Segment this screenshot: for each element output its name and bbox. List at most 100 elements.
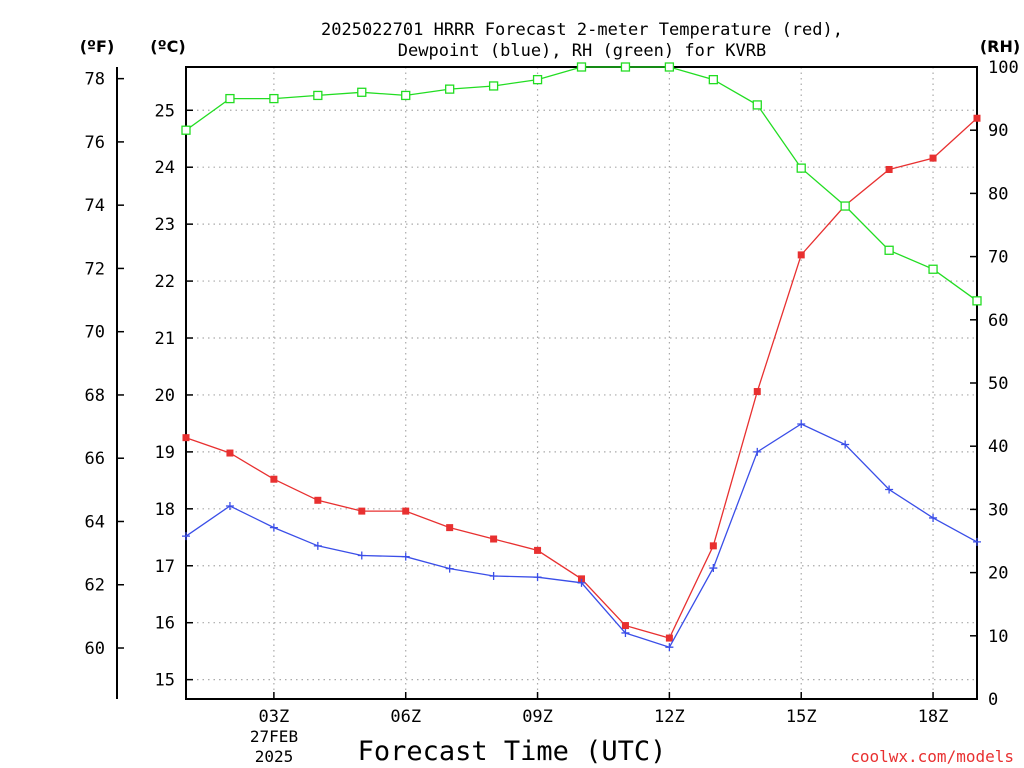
celsius-tick-label: 20 (155, 386, 175, 406)
chart-title-line1: 2025022701 HRRR Forecast 2-meter Tempera… (321, 20, 843, 40)
dewpoint-point (401, 552, 410, 561)
dewpoint-point (577, 578, 586, 587)
celsius-axis: 15 16 17 18 19 20 21 22 23 24 25 (155, 101, 193, 691)
rh-point (708, 74, 718, 85)
rh-point (972, 296, 982, 306)
rh-point (357, 87, 367, 97)
celsius-tick-label: 16 (155, 614, 175, 634)
temperature-point (358, 507, 366, 515)
date-label: 27FEB (250, 727, 298, 746)
dewpoint-point (709, 564, 718, 573)
rh-point (620, 62, 631, 72)
dewpoint-point (182, 532, 190, 541)
rh-tick-label: 30 (988, 500, 1008, 520)
rh-tick-label: 40 (988, 437, 1008, 457)
rh-point (796, 163, 806, 173)
dewpoint-point (313, 541, 322, 550)
dewpoint-line (185, 423, 978, 648)
time-tick-label: 06Z (390, 707, 421, 727)
rh-point (225, 93, 235, 104)
rh-point (532, 74, 543, 85)
fahrenheit-unit-label: (ºF) (80, 37, 115, 56)
rh-point (445, 84, 455, 94)
rh-tick-label: 70 (988, 248, 1008, 268)
temperature-point (226, 449, 234, 457)
rh-point (488, 81, 499, 91)
chart-title-line2: Dewpoint (blue), RH (green) for KVRB (398, 41, 766, 61)
series-layer (181, 62, 982, 652)
dewpoint-point (929, 513, 938, 522)
dewpoint-point (841, 440, 850, 449)
dewpoint-point (533, 573, 542, 582)
dewpoint-point (357, 551, 366, 560)
time-tick-label: 15Z (786, 707, 817, 727)
celsius-tick-label: 21 (155, 329, 175, 349)
temperature-point (534, 546, 542, 554)
dewpoint-point (885, 485, 894, 494)
rh-point (884, 245, 894, 255)
rh-line (185, 66, 978, 302)
temperature-line (185, 117, 978, 639)
rh-point (181, 125, 191, 135)
dewpoint-point (225, 501, 234, 510)
temperature-point (753, 388, 761, 396)
rh-tick-label: 60 (988, 311, 1008, 331)
dewpoint-point (753, 447, 762, 456)
temperature-point (885, 165, 893, 173)
rh-point (928, 264, 938, 274)
celsius-tick-label: 17 (155, 557, 175, 577)
dewpoint-point (269, 523, 278, 532)
fahrenheit-tick-label: 72 (85, 259, 105, 279)
dewpoint-point (973, 537, 981, 546)
time-axis: 03Z 06Z 09Z 12Z 15Z 18Z (259, 692, 949, 727)
celsius-tick-label: 22 (155, 272, 175, 292)
rh-point (664, 62, 675, 72)
rh-tick-label: 80 (988, 184, 1008, 204)
celsius-tick-label: 24 (155, 158, 175, 178)
fahrenheit-tick-label: 64 (85, 512, 105, 532)
temperature-point (665, 634, 673, 642)
x-axis-title: Forecast Time (UTC) (358, 736, 667, 767)
temperature-point (402, 507, 410, 515)
dewpoint-point (489, 572, 498, 581)
celsius-tick-label: 23 (155, 215, 175, 235)
celsius-tick-label: 18 (155, 500, 175, 520)
temperature-point (973, 114, 981, 122)
rh-tick-label: 90 (988, 121, 1008, 141)
time-tick-label: 12Z (654, 707, 685, 727)
rh-point (401, 90, 411, 101)
time-tick-label: 09Z (522, 707, 553, 727)
dewpoint-point (445, 564, 454, 573)
temperature-point (446, 524, 454, 532)
time-tick-label: 03Z (259, 707, 290, 727)
rh-tick-label: 50 (988, 374, 1008, 394)
celsius-tick-label: 25 (155, 101, 175, 121)
fahrenheit-axis: 60 62 64 66 68 70 72 74 76 78 (85, 70, 124, 659)
rh-point (576, 62, 587, 72)
rh-point (269, 93, 279, 104)
celsius-tick-label: 15 (155, 671, 175, 691)
time-tick-label: 18Z (918, 707, 949, 727)
temperature-point (182, 434, 190, 442)
fahrenheit-tick-label: 78 (85, 70, 105, 90)
fahrenheit-tick-label: 70 (85, 323, 105, 343)
temperature-point (797, 251, 805, 259)
fahrenheit-tick-label: 68 (85, 386, 105, 406)
temperature-point (490, 535, 498, 543)
temperature-point (709, 542, 717, 550)
year-label: 2025 (255, 747, 294, 766)
rh-axis: 0 10 20 30 40 50 60 70 80 90 100 (970, 58, 1019, 710)
dewpoint-point (621, 628, 630, 637)
fahrenheit-tick-label: 62 (85, 576, 105, 596)
rh-tick-label: 20 (988, 564, 1008, 584)
temperature-point (314, 496, 322, 504)
grid-lines (186, 67, 977, 699)
fahrenheit-tick-label: 74 (85, 196, 105, 216)
dewpoint-point (665, 643, 674, 652)
temperature-point (929, 154, 937, 162)
rh-point (840, 201, 850, 211)
temperature-point (270, 475, 278, 483)
rh-unit-label: (RH) (980, 37, 1020, 56)
credit-label: coolwx.com/models (850, 747, 1014, 766)
